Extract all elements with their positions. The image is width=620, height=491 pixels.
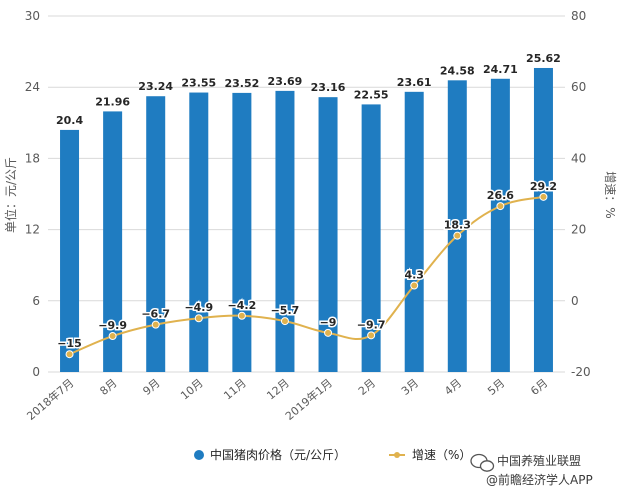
- left-axis-tick-label: 0: [32, 365, 40, 379]
- line-point: [410, 281, 419, 290]
- right-axis-tick-label: 60: [571, 80, 586, 94]
- line-point: [65, 350, 74, 359]
- x-axis-tick-label: 11月: [221, 376, 249, 402]
- x-axis-tick-label: 12月: [264, 376, 292, 402]
- line-value-label: −4.9: [184, 301, 213, 314]
- line-value-label: −9: [320, 316, 337, 329]
- watermark: 中国养殖业联盟 @前瞻经济学人APP: [470, 453, 593, 487]
- growth-line: [69, 195, 544, 356]
- right-axis-tick-label: -20: [571, 365, 591, 379]
- x-axis-tick-label: 4月: [442, 376, 464, 398]
- bar-value-label: 23.24: [138, 80, 173, 93]
- watermark-line1: 中国养殖业联盟: [497, 453, 581, 468]
- left-axis-tick-label: 6: [32, 294, 40, 308]
- left-axis-tick-label: 30: [25, 9, 40, 23]
- left-axis-tick-label: 12: [25, 223, 40, 237]
- bar: [361, 104, 381, 372]
- bar-value-label: 20.4: [56, 114, 83, 127]
- bar-value-label: 23.61: [397, 76, 432, 89]
- line-value-label: 26.6: [487, 189, 514, 202]
- bar: [490, 78, 510, 373]
- bar-value-label: 23.55: [181, 77, 216, 90]
- line-point: [194, 314, 203, 323]
- line-value-label: −9.9: [98, 319, 127, 332]
- line-point: [151, 320, 160, 329]
- x-axis-tick-label: 2月: [356, 376, 378, 398]
- bar: [60, 129, 80, 372]
- left-axis-tick-label: 24: [25, 80, 40, 94]
- line-value-label: −15: [57, 337, 82, 350]
- right-axis-ticks: -20 0 20 40 60 80: [571, 9, 591, 379]
- x-axis-tick-label: 3月: [399, 376, 421, 398]
- bar: [189, 92, 209, 372]
- left-axis-title: 单位：元/公斤: [3, 157, 18, 233]
- line-value-label: 4.3: [404, 268, 424, 281]
- legend-label-line: 增速（%）: [412, 448, 471, 462]
- line-point: [237, 311, 246, 320]
- x-axis-tick-label: 5月: [485, 376, 507, 398]
- bar: [146, 96, 166, 373]
- x-axis-tick-label: 6月: [528, 376, 550, 398]
- bar: [533, 67, 553, 372]
- x-axis-tick-label: 10月: [178, 376, 206, 402]
- line-point: [496, 202, 505, 211]
- right-axis-tick-label: 20: [571, 223, 586, 237]
- legend: 中国猪肉价格（元/公斤） 增速（%）: [194, 447, 471, 462]
- gridlines: [48, 15, 565, 373]
- bar-value-label: 23.52: [224, 77, 259, 90]
- legend-swatch-bar: [194, 450, 204, 460]
- wechat-icon: [470, 453, 495, 472]
- line-data-labels: −15 −9.9 −6.7 −4.9 −4.2 −5.7 −9 −9.7 4.3 18.3 26.6…: [56, 178, 559, 351]
- right-axis-tick-label: 80: [571, 9, 586, 23]
- bar: [318, 97, 338, 372]
- right-axis-tick-label: 40: [571, 151, 586, 165]
- bar: [103, 111, 123, 373]
- line-value-label: 18.3: [444, 219, 471, 232]
- bar-value-label: 22.55: [354, 88, 389, 101]
- line-point: [539, 192, 548, 201]
- line-value-label: −4.2: [228, 299, 257, 312]
- bar-data-labels: 20.4 21.96 23.24 23.55 23.52 23.69 23.16 22.55 2…: [56, 52, 561, 127]
- left-axis-tick-label: 18: [25, 151, 40, 165]
- bar: [275, 90, 295, 373]
- right-axis-title: 增速：%: [603, 171, 617, 218]
- right-axis-tick-label: 0: [571, 294, 579, 308]
- line-point: [108, 332, 117, 341]
- legend-swatch-line-marker: [394, 452, 400, 458]
- line-series: [65, 192, 548, 359]
- x-axis-tick-label: 8月: [97, 376, 119, 398]
- bar: [232, 92, 252, 373]
- x-axis-tick-label: 9月: [140, 376, 162, 398]
- bar-value-label: 24.71: [483, 63, 518, 76]
- bar-value-label: 21.96: [95, 95, 130, 108]
- line-point: [367, 331, 376, 340]
- line-point: [280, 317, 289, 326]
- left-axis-ticks: 0 6 12 18 24 30: [25, 9, 40, 379]
- bar: [447, 80, 467, 373]
- bar-value-label: 23.16: [311, 81, 346, 94]
- x-axis-tick-label: 2018年7月: [24, 376, 77, 423]
- legend-label-bar: 中国猪肉价格（元/公斤）: [210, 447, 346, 462]
- bar-value-label: 24.58: [440, 64, 475, 77]
- x-axis-tick-label: 2019年1月: [282, 376, 335, 423]
- watermark-line2: @前瞻经济学人APP: [486, 472, 593, 487]
- bar-value-label: 23.69: [268, 75, 303, 88]
- line-value-label: −6.7: [141, 308, 170, 321]
- bar: [404, 91, 424, 372]
- line-value-label: −5.7: [271, 304, 300, 317]
- bar-series: [60, 67, 553, 373]
- line-value-label: −9.7: [357, 318, 386, 331]
- line-value-label: 29.2: [530, 180, 557, 193]
- line-point: [324, 328, 333, 337]
- line-point: [453, 231, 462, 240]
- bar-value-label: 25.62: [526, 52, 561, 65]
